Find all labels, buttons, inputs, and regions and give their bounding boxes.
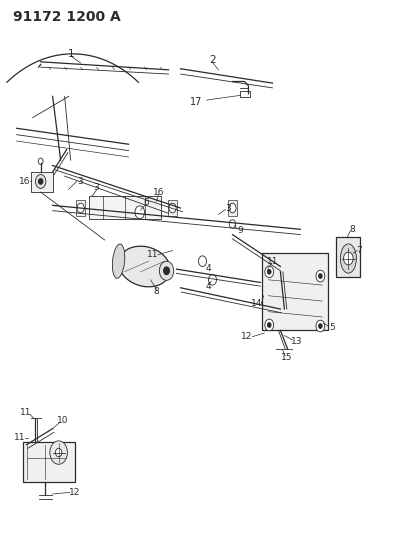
- Circle shape: [344, 252, 353, 265]
- Circle shape: [38, 158, 43, 165]
- Text: 12: 12: [69, 488, 80, 497]
- Text: 3: 3: [94, 183, 99, 192]
- Text: 9: 9: [237, 226, 243, 235]
- Circle shape: [169, 203, 176, 213]
- Text: 14: 14: [251, 299, 262, 308]
- Text: 7: 7: [356, 246, 363, 255]
- Circle shape: [229, 203, 236, 213]
- Circle shape: [265, 319, 273, 331]
- Circle shape: [319, 274, 322, 278]
- Circle shape: [35, 174, 46, 188]
- Circle shape: [55, 448, 62, 457]
- Bar: [89, 196, 160, 219]
- Text: 16: 16: [153, 188, 164, 197]
- Text: 8: 8: [154, 287, 160, 296]
- Bar: [23, 442, 75, 482]
- Circle shape: [164, 267, 169, 274]
- Text: 6: 6: [144, 198, 150, 207]
- Circle shape: [265, 266, 273, 278]
- Circle shape: [267, 323, 271, 327]
- Text: 2: 2: [209, 55, 216, 65]
- Ellipse shape: [119, 246, 170, 287]
- Text: 4: 4: [206, 282, 211, 291]
- Ellipse shape: [112, 244, 125, 278]
- Text: 10: 10: [57, 416, 69, 425]
- Circle shape: [198, 256, 207, 266]
- Text: 17: 17: [190, 96, 203, 107]
- Text: 11: 11: [14, 433, 26, 442]
- Bar: [76, 200, 85, 216]
- Bar: [262, 253, 328, 330]
- Circle shape: [50, 441, 67, 464]
- Circle shape: [267, 270, 271, 274]
- Circle shape: [319, 324, 322, 328]
- Circle shape: [77, 203, 84, 213]
- Text: 1: 1: [67, 49, 74, 59]
- Circle shape: [316, 270, 325, 282]
- Text: 11: 11: [20, 408, 32, 417]
- Circle shape: [229, 220, 236, 228]
- Bar: [30, 172, 53, 192]
- Text: 3: 3: [226, 204, 231, 213]
- Text: 8: 8: [350, 225, 355, 234]
- Text: 11: 11: [147, 251, 158, 260]
- Ellipse shape: [340, 244, 356, 273]
- Text: 11: 11: [267, 257, 278, 265]
- Circle shape: [316, 320, 325, 332]
- Bar: [168, 200, 177, 216]
- Circle shape: [209, 274, 217, 285]
- Text: 3: 3: [78, 177, 83, 186]
- Bar: [228, 200, 237, 216]
- Text: 5: 5: [330, 323, 335, 332]
- Circle shape: [38, 179, 43, 184]
- Text: 91172 1200 A: 91172 1200 A: [13, 10, 120, 25]
- Text: 12: 12: [241, 332, 252, 341]
- Text: 4: 4: [206, 264, 211, 272]
- Text: 16: 16: [19, 177, 30, 186]
- Text: 15: 15: [281, 353, 292, 362]
- Text: 13: 13: [291, 337, 302, 346]
- Circle shape: [135, 206, 144, 219]
- Bar: [241, 91, 251, 98]
- Circle shape: [159, 261, 174, 280]
- Bar: [336, 237, 360, 277]
